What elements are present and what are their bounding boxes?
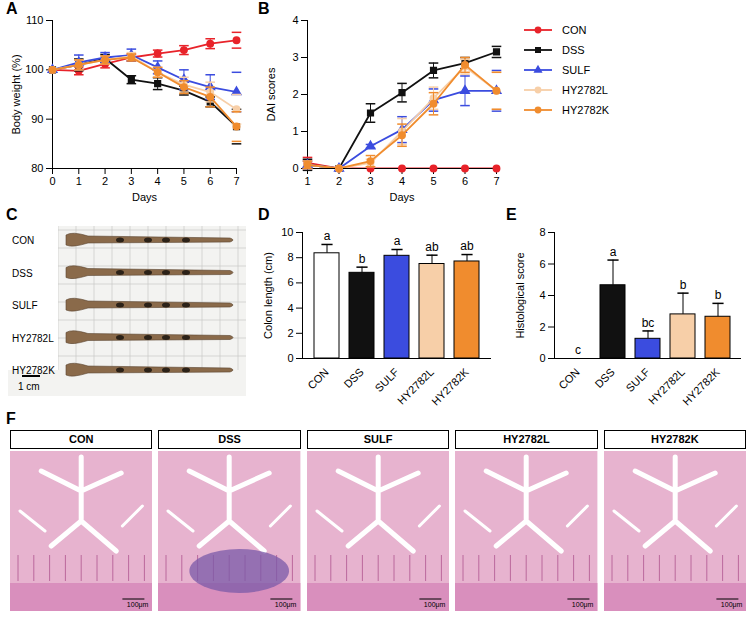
svg-text:8: 8 [287, 251, 293, 263]
svg-text:4: 4 [399, 175, 405, 187]
svg-text:1 cm: 1 cm [18, 381, 40, 392]
svg-text:0: 0 [292, 162, 298, 174]
svg-text:b: b [715, 288, 722, 302]
html-text:HY2782K: HY2782K [562, 104, 610, 116]
svg-text:100μm: 100μm [424, 601, 446, 609]
svg-text:2: 2 [287, 327, 293, 339]
svg-text:HY2782K: HY2782K [12, 365, 55, 376]
svg-text:110: 110 [26, 14, 44, 26]
svg-text:CON: CON [556, 366, 582, 392]
html-text:HY2782L: HY2782L [562, 84, 608, 96]
svg-text:6: 6 [287, 276, 293, 288]
svg-text:HY2782L: HY2782L [12, 333, 54, 344]
svg-text:HY2782L: HY2782L [646, 365, 687, 407]
svg-text:6: 6 [539, 258, 545, 270]
svg-text:6: 6 [462, 175, 468, 187]
svg-text:0: 0 [49, 175, 55, 187]
html-text:HY2782K: HY2782K [650, 433, 699, 445]
svg-text:SULF: SULF [624, 366, 653, 395]
svg-text:100μm: 100μm [572, 601, 594, 609]
svg-text:ab: ab [460, 239, 474, 253]
svg-text:Body weight (%): Body weight (%) [10, 54, 22, 134]
html-text:B: B [258, 0, 270, 17]
svg-text:0: 0 [539, 352, 545, 364]
html-text:HY2782L: HY2782L [503, 433, 550, 445]
svg-text:CON: CON [12, 235, 34, 246]
svg-text:1: 1 [304, 175, 310, 187]
html-text:A: A [6, 0, 18, 17]
html-text:D: D [258, 206, 270, 223]
svg-text:100μm: 100μm [720, 601, 742, 609]
svg-text:c: c [575, 343, 581, 357]
html-text:DSS: DSS [562, 44, 585, 56]
svg-text:100μm: 100μm [275, 601, 297, 609]
svg-text:3: 3 [367, 175, 373, 187]
svg-text:CON: CON [305, 366, 331, 392]
svg-text:2: 2 [539, 321, 545, 333]
svg-text:DSS: DSS [341, 366, 365, 390]
svg-text:6: 6 [207, 175, 213, 187]
svg-text:SULF: SULF [12, 300, 38, 311]
html-text:SULF: SULF [562, 64, 591, 76]
svg-text:HY2782L: HY2782L [395, 365, 436, 407]
html-text:DSS: DSS [218, 433, 241, 445]
svg-text:a: a [324, 229, 331, 243]
html-text:SULF: SULF [363, 433, 393, 445]
svg-text:3: 3 [292, 51, 298, 63]
svg-text:2: 2 [102, 175, 108, 187]
svg-text:4: 4 [287, 302, 293, 314]
svg-text:100: 100 [25, 63, 43, 75]
svg-text:ab: ab [425, 240, 439, 254]
svg-text:7: 7 [233, 175, 239, 187]
html-text:C: C [6, 206, 18, 223]
svg-text:bc: bc [642, 316, 655, 330]
svg-text:5: 5 [181, 175, 187, 187]
svg-text:2: 2 [336, 175, 342, 187]
svg-text:Histological score: Histological score [514, 252, 526, 338]
svg-text:Days: Days [389, 191, 415, 203]
svg-text:a: a [610, 245, 617, 259]
html-text:E: E [506, 206, 517, 223]
svg-text:4: 4 [292, 14, 298, 26]
svg-text:b: b [359, 252, 366, 266]
svg-text:0: 0 [287, 352, 293, 364]
svg-text:2: 2 [292, 88, 298, 100]
svg-text:DSS: DSS [592, 366, 616, 390]
svg-text:100μm: 100μm [127, 601, 149, 609]
html-text:F: F [6, 410, 16, 427]
svg-text:DAI scores: DAI scores [265, 67, 277, 121]
svg-text:a: a [394, 234, 401, 248]
svg-text:4: 4 [539, 289, 545, 301]
svg-text:SULF: SULF [373, 366, 402, 395]
svg-text:10: 10 [281, 226, 293, 238]
svg-text:3: 3 [128, 175, 134, 187]
svg-text:80: 80 [31, 162, 43, 174]
svg-text:HY2782K: HY2782K [680, 365, 722, 407]
svg-text:8: 8 [539, 226, 545, 238]
html-text:CON: CON [562, 24, 587, 36]
svg-text:4: 4 [155, 175, 161, 187]
svg-text:5: 5 [430, 175, 436, 187]
svg-text:90: 90 [31, 113, 43, 125]
html-text:CON: CON [69, 433, 94, 445]
svg-text:HY2782K: HY2782K [429, 365, 471, 407]
svg-text:Colon length (cm): Colon length (cm) [262, 252, 274, 339]
svg-text:1: 1 [76, 175, 82, 187]
svg-text:DSS: DSS [12, 268, 33, 279]
svg-text:7: 7 [493, 175, 499, 187]
svg-text:1: 1 [292, 125, 298, 137]
svg-text:Days: Days [132, 191, 158, 203]
svg-text:b: b [680, 278, 687, 292]
